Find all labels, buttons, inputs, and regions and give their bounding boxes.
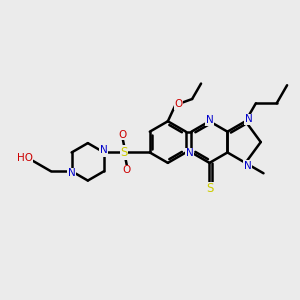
- Text: N: N: [99, 146, 107, 157]
- Text: S: S: [120, 146, 128, 159]
- Text: O: O: [174, 99, 182, 109]
- Text: N: N: [244, 161, 251, 171]
- Text: N: N: [68, 168, 76, 178]
- Text: N: N: [186, 148, 193, 158]
- Text: N: N: [100, 146, 108, 155]
- Text: HO: HO: [17, 153, 33, 163]
- Text: N: N: [244, 114, 252, 124]
- Text: S: S: [206, 182, 213, 195]
- Text: O: O: [119, 130, 127, 140]
- Text: N: N: [206, 115, 213, 125]
- Text: O: O: [123, 165, 131, 175]
